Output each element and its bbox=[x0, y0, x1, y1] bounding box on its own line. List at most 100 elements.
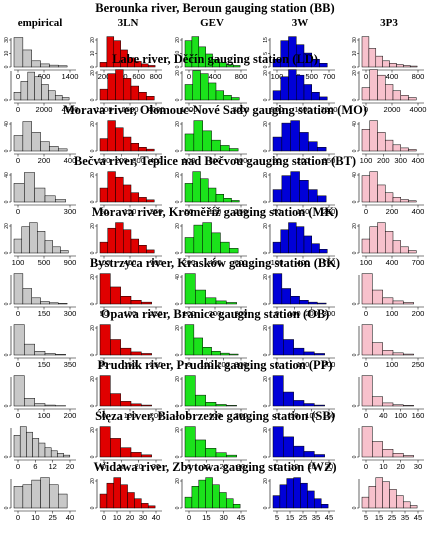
x-tick-label: 100 bbox=[386, 309, 399, 318]
histogram-bar bbox=[31, 132, 41, 152]
histogram-bar bbox=[34, 76, 42, 101]
x-tick-label: 500 bbox=[305, 72, 318, 81]
histogram-bar bbox=[382, 350, 394, 356]
histogram-bar bbox=[138, 197, 147, 203]
x-tick-label: 200 bbox=[98, 72, 111, 81]
x-tick-label: 150 bbox=[124, 360, 137, 369]
histogram-bar bbox=[303, 84, 312, 101]
x-tick-label: 100 bbox=[305, 411, 318, 420]
x-tick-label: 100 bbox=[98, 258, 111, 267]
x-tick-label: 400 bbox=[297, 258, 310, 267]
x-tick-label: 0 bbox=[16, 309, 20, 318]
histogram-bar bbox=[200, 178, 209, 203]
histogram-panel: 0 5 15 25 35 45 bbox=[352, 477, 424, 522]
histogram-bar bbox=[113, 477, 121, 509]
y-tick-label: 0 bbox=[90, 98, 96, 101]
y-tick-label: 40 bbox=[352, 172, 358, 178]
y-tick-label: 0 bbox=[90, 455, 96, 458]
y-tick-label: 0 bbox=[263, 251, 269, 254]
histogram-bar bbox=[377, 132, 386, 152]
histogram-bar bbox=[290, 171, 300, 203]
y-tick-label: 0 bbox=[4, 506, 10, 509]
histogram-panel: 0 20 50 150 250 bbox=[90, 324, 162, 369]
histogram-bar bbox=[377, 184, 386, 203]
histogram-panel: 0 20 0 10 20 30 bbox=[175, 426, 247, 471]
x-tick-label: 50 bbox=[100, 207, 108, 216]
y-tick-label: 20 bbox=[263, 325, 269, 331]
y-tick-label: 20 bbox=[90, 274, 96, 280]
histogram-bar bbox=[281, 122, 291, 152]
histogram-panel: 0 20 0 10 20 30 40 bbox=[90, 477, 162, 522]
histogram-bar bbox=[403, 65, 411, 68]
x-tick-label: 900 bbox=[64, 258, 77, 267]
histogram-bar bbox=[403, 302, 414, 305]
x-tick-label: 10 bbox=[31, 513, 39, 522]
x-tick-label: 0 bbox=[102, 411, 106, 420]
histogram-panel: 0 20 0 10 20 30 bbox=[90, 426, 162, 471]
histogram-bar bbox=[40, 301, 50, 305]
y-tick-label: 0 bbox=[352, 149, 358, 152]
histogram-bar bbox=[382, 449, 394, 458]
x-tick-label: 0 bbox=[275, 462, 279, 471]
x-tick-label: 25 bbox=[48, 513, 56, 522]
histogram-bar bbox=[115, 127, 124, 152]
x-tick-label: 0 bbox=[187, 72, 191, 81]
histogram-bar bbox=[141, 301, 152, 305]
histogram-bar bbox=[130, 452, 142, 458]
histogram-bar bbox=[120, 296, 132, 305]
x-tick-label: 1000 bbox=[181, 105, 198, 114]
y-tick-label: 20 bbox=[263, 70, 269, 76]
histogram-bar bbox=[127, 492, 135, 509]
histogram-bar bbox=[146, 96, 155, 101]
histogram-panel: 0 20 200 400 600 bbox=[175, 222, 247, 267]
histogram-bar bbox=[231, 200, 240, 203]
y-tick-label: 0 bbox=[4, 98, 10, 101]
station-row: Bečva river, Teplice nad Bečvou gauging … bbox=[4, 154, 424, 216]
y-tick-label: 20 bbox=[175, 325, 181, 331]
histogram-bar bbox=[303, 403, 315, 407]
x-tick-label: 45 bbox=[237, 513, 245, 522]
histogram-bar bbox=[372, 441, 383, 458]
histogram-bar bbox=[281, 288, 291, 305]
station-title: Widawa river, Zbytowa gauging station (W… bbox=[93, 460, 336, 474]
x-tick-label: 150 bbox=[124, 207, 137, 216]
histogram-bar bbox=[385, 84, 394, 101]
histogram-bar bbox=[319, 63, 328, 68]
histogram-bar bbox=[368, 48, 377, 68]
histogram-bar bbox=[220, 352, 230, 356]
histogram-bar bbox=[37, 231, 46, 254]
histogram-bar bbox=[115, 69, 124, 101]
y-tick-label: 0 bbox=[352, 98, 358, 101]
histogram-bar bbox=[296, 226, 305, 254]
header-3ln: 3LN bbox=[118, 17, 139, 29]
histogram-bar bbox=[40, 477, 50, 509]
y-tick-label: 20 bbox=[175, 478, 181, 484]
station-row: Opawa river, Branice gauging station (OB… bbox=[4, 307, 424, 369]
histogram-bar bbox=[369, 69, 378, 101]
x-tick-label: 0 bbox=[187, 462, 191, 471]
histogram-bar bbox=[307, 490, 315, 509]
x-tick-label: 30 bbox=[152, 462, 160, 471]
x-tick-label: 50 bbox=[290, 411, 298, 420]
histogram-bar bbox=[19, 426, 27, 458]
x-tick-label: 0 bbox=[364, 105, 368, 114]
histogram-bar bbox=[205, 402, 217, 407]
histogram-panel: 0 0 10 25 40 bbox=[4, 477, 76, 522]
histogram-bar bbox=[13, 486, 24, 509]
x-tick-label: 0 bbox=[364, 207, 368, 216]
y-tick-label: 15 bbox=[263, 37, 269, 43]
histogram-bar bbox=[138, 245, 147, 254]
histogram-bar bbox=[146, 199, 155, 203]
x-tick-label: 25 bbox=[388, 513, 396, 522]
histogram-bar bbox=[283, 436, 294, 458]
histogram-bar bbox=[31, 297, 41, 305]
histogram-bar bbox=[49, 484, 59, 509]
histogram-bar bbox=[29, 222, 38, 254]
x-tick-label: 0 bbox=[16, 513, 20, 522]
histogram-panel: 0 0 100 200 bbox=[352, 273, 424, 318]
histogram-bar bbox=[290, 296, 300, 305]
histogram-bar bbox=[22, 49, 32, 68]
